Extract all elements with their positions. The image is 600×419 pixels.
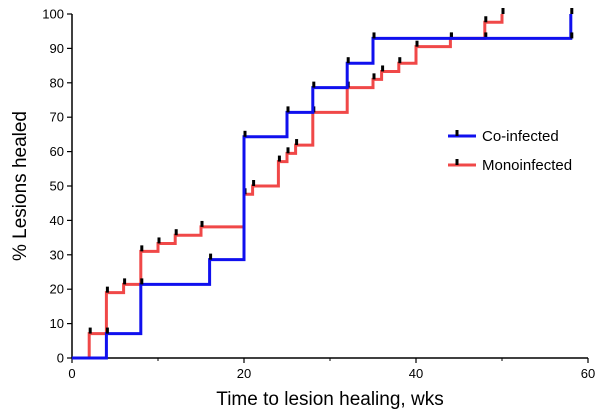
y-tick-label: 40	[50, 213, 64, 228]
series-line-monoinfected	[72, 14, 504, 360]
x-tick-label: 0	[68, 366, 75, 381]
y-tick-label: 90	[50, 41, 64, 56]
legend-label-co-infected: Co-infected	[482, 128, 559, 145]
y-tick-label: 60	[50, 144, 64, 159]
y-axis-title: % Lesions healed	[10, 111, 31, 261]
y-tick-label: 80	[50, 75, 64, 90]
y-tick-label: 30	[50, 247, 64, 262]
x-tick-label: 60	[581, 366, 595, 381]
legend: Co-infected Monoinfected	[448, 128, 572, 174]
series-co-infected	[72, 8, 574, 360]
y-tick-label: 20	[50, 282, 64, 297]
legend-label-monoinfected: Monoinfected	[482, 157, 572, 174]
y-tick-label: 70	[50, 110, 64, 125]
axes	[71, 14, 588, 359]
series-layer	[72, 8, 574, 360]
series-line-co-infected	[72, 14, 573, 360]
x-tick-label: 40	[409, 366, 423, 381]
x-tick-label: 20	[237, 366, 251, 381]
y-tick-label: 10	[50, 316, 64, 331]
legend-item-co-infected: Co-infected	[448, 128, 559, 145]
series-monoinfected	[72, 8, 505, 360]
legend-item-monoinfected: Monoinfected	[448, 157, 572, 174]
x-axis-title: Time to lesion healing, wks	[216, 389, 443, 410]
y-tick-label: 0	[57, 351, 64, 366]
y-tick-label: 50	[50, 179, 64, 194]
y-tick-label: 100	[42, 7, 64, 22]
y-ticks: 0 10 20 30 40 50 60 70 80 90 100	[42, 7, 72, 366]
x-ticks: 0 20 40 60	[68, 358, 595, 381]
